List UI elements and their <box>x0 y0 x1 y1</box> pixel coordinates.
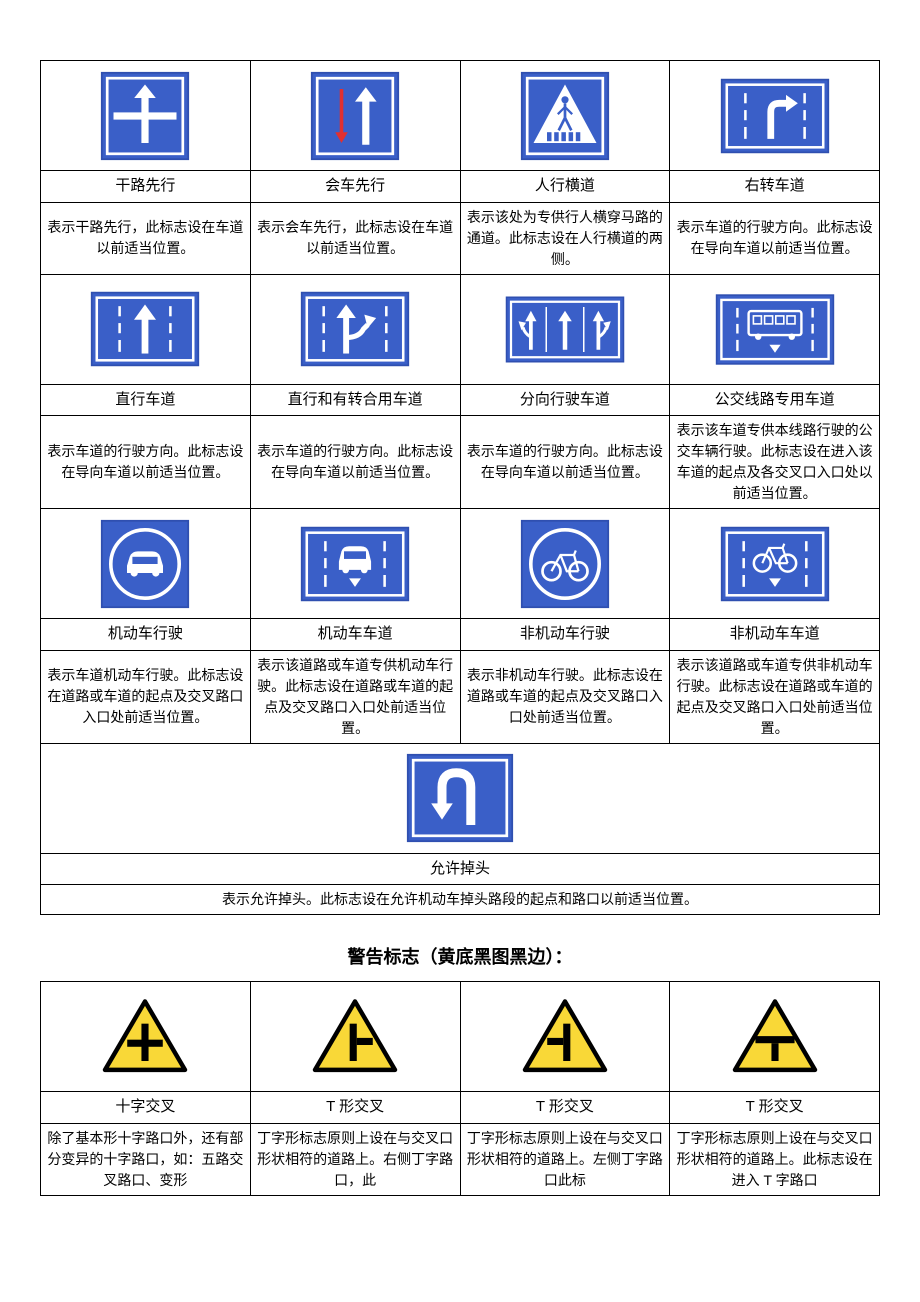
sign-priority-road <box>41 61 251 171</box>
label: 允许掉头 <box>41 853 880 885</box>
sign-warn-t-right <box>250 982 460 1092</box>
label: 会车先行 <box>250 171 460 203</box>
label: 分向行驶车道 <box>460 384 670 416</box>
warning-signs-table: 十字交叉 T 形交叉 T 形交叉 T 形交叉 除了基本形十字路口外，还有部分变异… <box>40 981 880 1196</box>
label: 非机动车车道 <box>670 619 880 651</box>
desc: 表示车道机动车行驶。此标志设在道路或车道的起点及交叉路口入口处前适当位置。 <box>41 650 251 743</box>
sign-warn-t-left <box>460 982 670 1092</box>
desc: 丁字形标志原则上设在与交叉口形状相符的道路上。左侧丁字路口此标 <box>460 1123 670 1195</box>
desc: 表示该道路或车道专供机动车行驶。此标志设在道路或车道的起点及交叉路口入口处前适当… <box>250 650 460 743</box>
label: 十字交叉 <box>41 1092 251 1124</box>
desc: 除了基本形十字路口外，还有部分变异的十字路口，如：五路交叉路口、变形 <box>41 1123 251 1195</box>
sign-motor-vehicle-circle <box>41 509 251 619</box>
label: T 形交叉 <box>460 1092 670 1124</box>
label: 公交线路专用车道 <box>670 384 880 416</box>
label: 人行横道 <box>460 171 670 203</box>
label: 直行和有转合用车道 <box>250 384 460 416</box>
label: 非机动车行驶 <box>460 619 670 651</box>
sign-pedestrian-crossing <box>460 61 670 171</box>
desc: 丁字形标志原则上设在与交叉口形状相符的道路上。此标志设在进入 T 字路口 <box>670 1123 880 1195</box>
sign-motor-vehicle-lane <box>250 509 460 619</box>
desc: 表示车道的行驶方向。此标志设在导向车道以前适当位置。 <box>250 416 460 509</box>
sign-straight-right-lane <box>250 274 460 384</box>
desc: 表示车道的行驶方向。此标志设在导向车道以前适当位置。 <box>41 416 251 509</box>
sign-bus-lane <box>670 274 880 384</box>
sign-bicycle-lane <box>670 509 880 619</box>
sign-u-turn <box>41 743 880 853</box>
desc: 表示该道路或车道专供非机动车行驶。此标志设在道路或车道的起点及交叉路口入口处前适… <box>670 650 880 743</box>
desc: 表示车道的行驶方向。此标志设在导向车道以前适当位置。 <box>460 416 670 509</box>
sign-right-turn-lane <box>670 61 880 171</box>
sign-warn-t-down <box>670 982 880 1092</box>
desc: 丁字形标志原则上设在与交叉口形状相符的道路上。右侧丁字路口，此 <box>250 1123 460 1195</box>
desc: 表示车道的行驶方向。此标志设在导向车道以前适当位置。 <box>670 202 880 274</box>
desc: 表示该车道专供本线路行驶的公交车辆行驶。此标志设在进入该车道的起点及各交叉口入口… <box>670 416 880 509</box>
label: 右转车道 <box>670 171 880 203</box>
desc: 表示干路先行，此标志设在车道以前适当位置。 <box>41 202 251 274</box>
desc: 表示会车先行，此标志设在车道以前适当位置。 <box>250 202 460 274</box>
section-title-warning: 警告标志（黄底黑图黑边）： <box>40 943 880 969</box>
sign-multi-direction-lanes <box>460 274 670 384</box>
indicative-signs-table: 干路先行 会车先行 人行横道 右转车道 表示干路先行，此标志设在车道以前适当位置… <box>40 60 880 915</box>
label: T 形交叉 <box>250 1092 460 1124</box>
label: 机动车行驶 <box>41 619 251 651</box>
desc: 表示允许掉头。此标志设在允许机动车掉头路段的起点和路口以前适当位置。 <box>41 885 880 915</box>
label: 干路先行 <box>41 171 251 203</box>
label: T 形交叉 <box>670 1092 880 1124</box>
sign-straight-lane <box>41 274 251 384</box>
desc: 表示该处为专供行人横穿马路的通道。此标志设在人行横道的两侧。 <box>460 202 670 274</box>
sign-warn-cross <box>41 982 251 1092</box>
sign-give-way-oncoming <box>250 61 460 171</box>
label: 直行车道 <box>41 384 251 416</box>
label: 机动车车道 <box>250 619 460 651</box>
sign-bicycle-circle <box>460 509 670 619</box>
desc: 表示非机动车行驶。此标志设在道路或车道的起点及交叉路口入口处前适当位置。 <box>460 650 670 743</box>
